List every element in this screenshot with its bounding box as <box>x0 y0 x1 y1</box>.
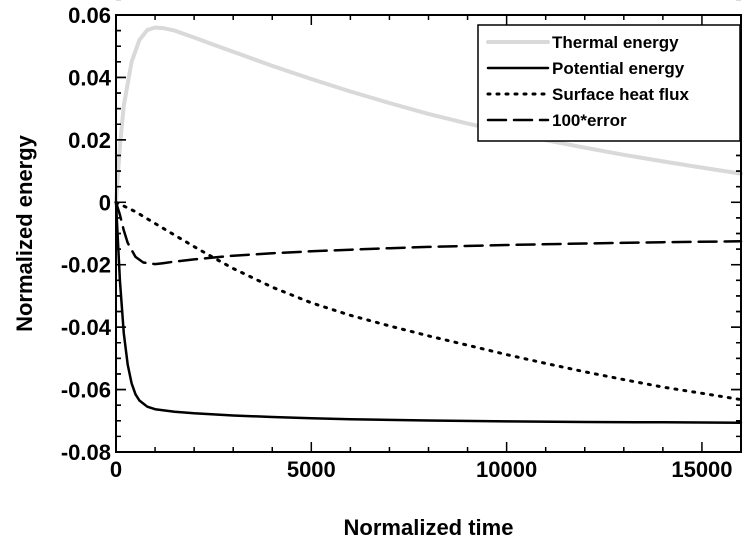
legend: Thermal energy Potential energy Surface he… <box>477 24 741 142</box>
legend-label-3: Surface heat flux <box>552 85 690 104</box>
series-line-1 <box>114 25 743 205</box>
y-tick-label: 0.04 <box>68 65 112 90</box>
y-tick-label: -0.02 <box>61 253 111 278</box>
series-line-4 <box>114 201 743 266</box>
x-tick-label: 0 <box>110 457 122 482</box>
series-line-2 <box>114 201 743 424</box>
x-axis-title: Normalized time <box>344 515 514 540</box>
x-tick-label: 10000 <box>476 457 537 482</box>
y-tick-label: 0.02 <box>68 128 111 153</box>
legend-box <box>477 24 741 142</box>
legend-label-1: Thermal energy <box>552 33 679 52</box>
y-tick-label: 0 <box>99 190 111 215</box>
series-layer <box>114 25 743 424</box>
y-tick-label: -0.06 <box>61 378 111 403</box>
legend-label-4: 100*error <box>552 111 627 130</box>
y-axis-title: Normalized energy <box>12 134 37 332</box>
series-line-3 <box>114 200 743 402</box>
x-tick-label: 5000 <box>287 457 336 482</box>
x-tick-label: 15000 <box>671 457 732 482</box>
y-tick-label: -0.08 <box>61 440 111 465</box>
y-tick-label: -0.04 <box>61 315 112 340</box>
y-tick-label: 0.06 <box>68 3 111 28</box>
legend-label-2: Potential energy <box>552 59 685 78</box>
legend-items: Thermal energy Potential energy Surface he… <box>486 33 690 130</box>
tick-labels-layer: 0 5000 10000 15000 -0.08 -0.06 -0.04 -0.02 0 0.02… <box>61 3 733 482</box>
